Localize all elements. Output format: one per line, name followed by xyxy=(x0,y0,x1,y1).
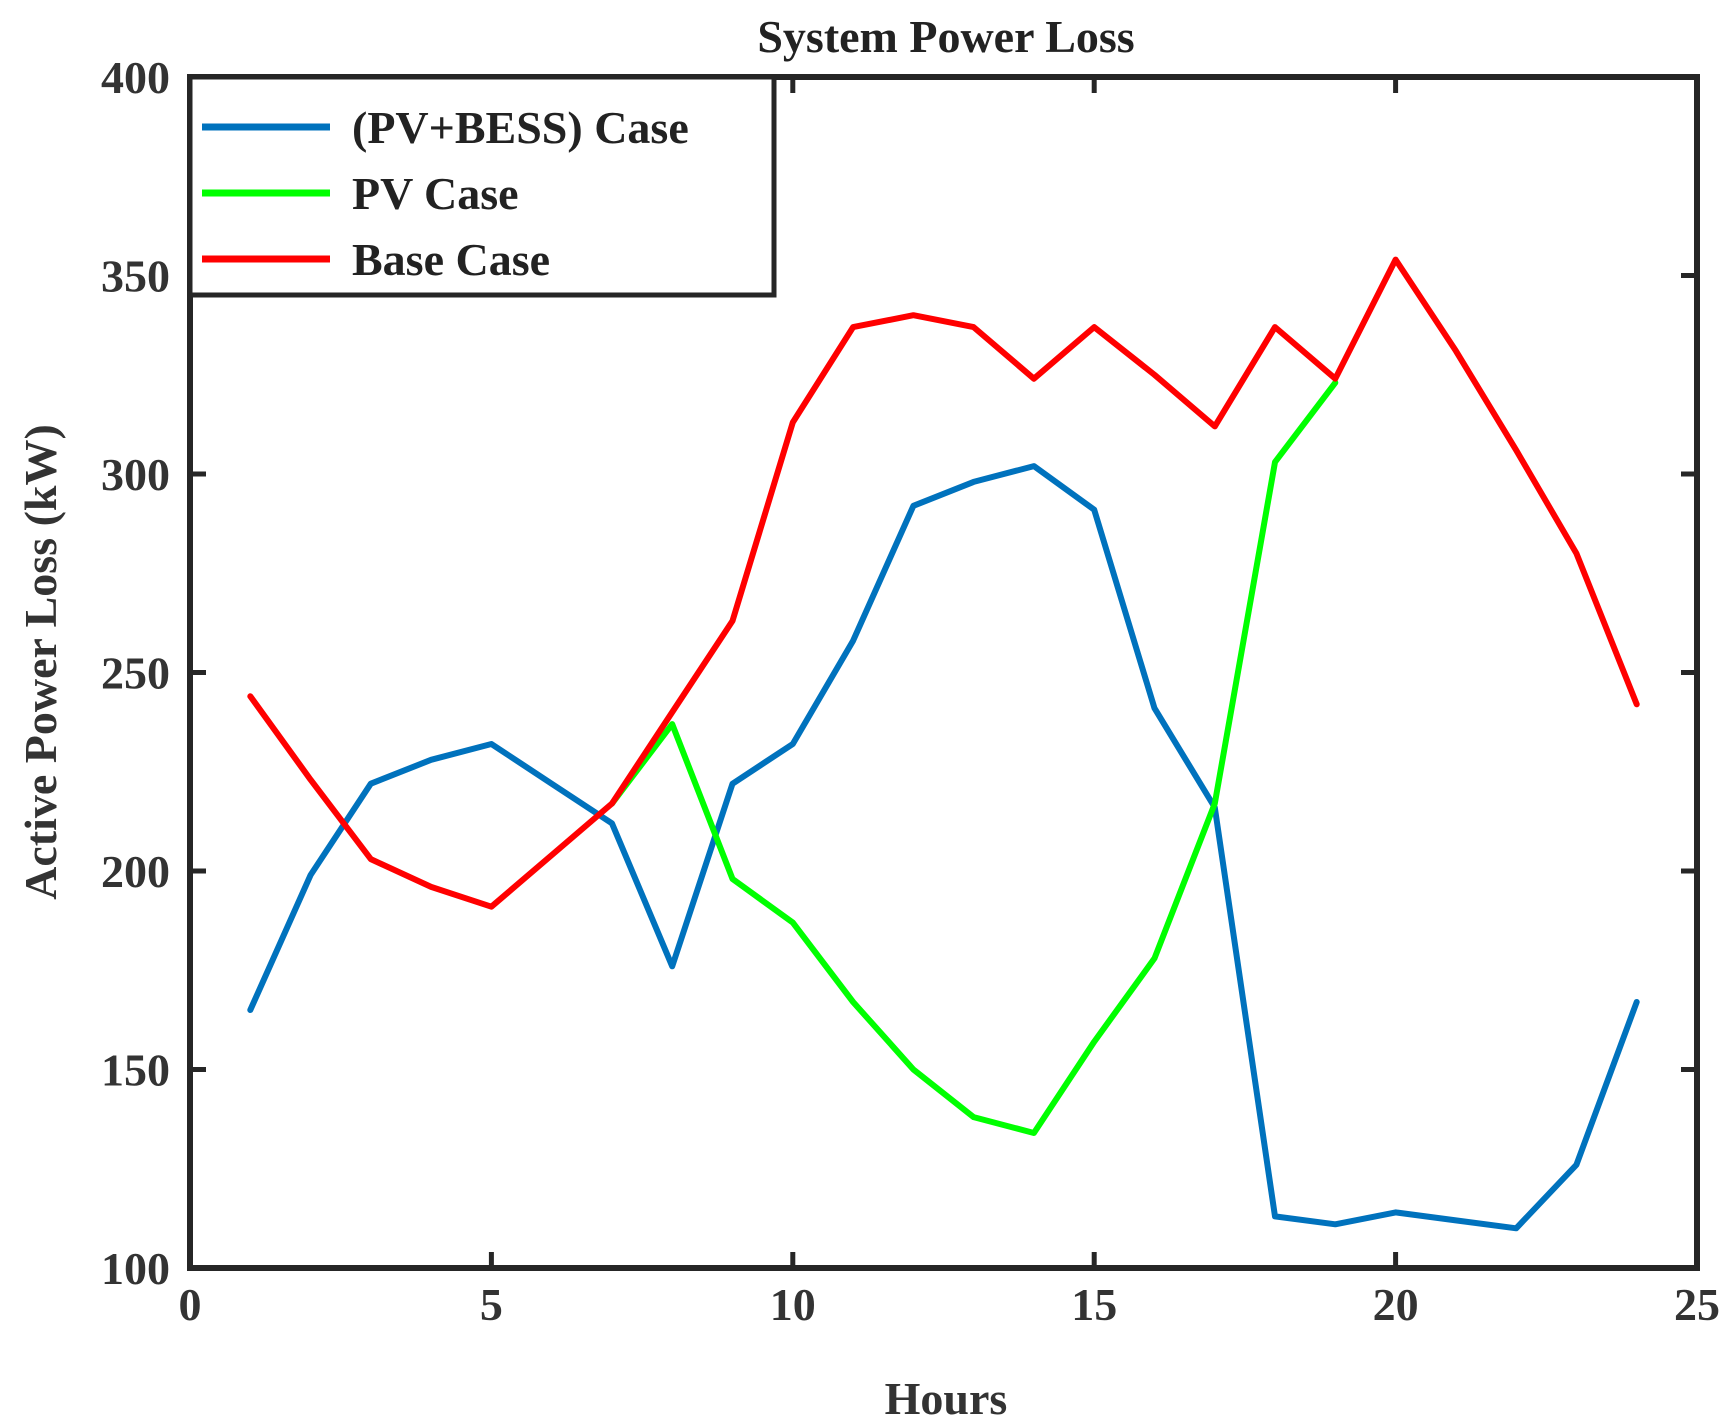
chart-title: System Power Loss xyxy=(757,11,1134,62)
x-axis-label: Hours xyxy=(885,1373,1008,1424)
x-tick-label: 0 xyxy=(179,1279,202,1330)
y-tick-label: 350 xyxy=(101,251,170,302)
x-tick-label: 10 xyxy=(770,1279,816,1330)
plot-area xyxy=(247,256,1640,1232)
y-axis-label: Active Power Loss (kW) xyxy=(15,424,66,900)
legend: (PV+BESS) Case PV Case Base Case xyxy=(187,74,777,298)
y-tick-label: 150 xyxy=(101,1045,170,1096)
series-line-1 xyxy=(247,463,1640,1232)
legend-entry: PV Case xyxy=(352,168,519,219)
series-line-3 xyxy=(247,256,1640,910)
x-tick-label: 20 xyxy=(1373,1279,1419,1330)
y-tick-label: 100 xyxy=(101,1243,170,1294)
y-tick-label: 400 xyxy=(101,52,170,103)
series-line-2 xyxy=(609,379,1339,1136)
x-tick-label: 25 xyxy=(1674,1279,1720,1330)
x-tick-label: 15 xyxy=(1071,1279,1117,1330)
y-tick-label: 300 xyxy=(101,449,170,500)
legend-entry: Base Case xyxy=(352,234,550,285)
axes: 0 5 10 15 20 25 100 150 200 250 300 350 400 xyxy=(101,52,1720,1330)
y-tick-label: 200 xyxy=(101,846,170,897)
x-tick-label: 5 xyxy=(480,1279,503,1330)
legend-entry: (PV+BESS) Case xyxy=(352,102,689,153)
y-tick-label: 250 xyxy=(101,648,170,699)
